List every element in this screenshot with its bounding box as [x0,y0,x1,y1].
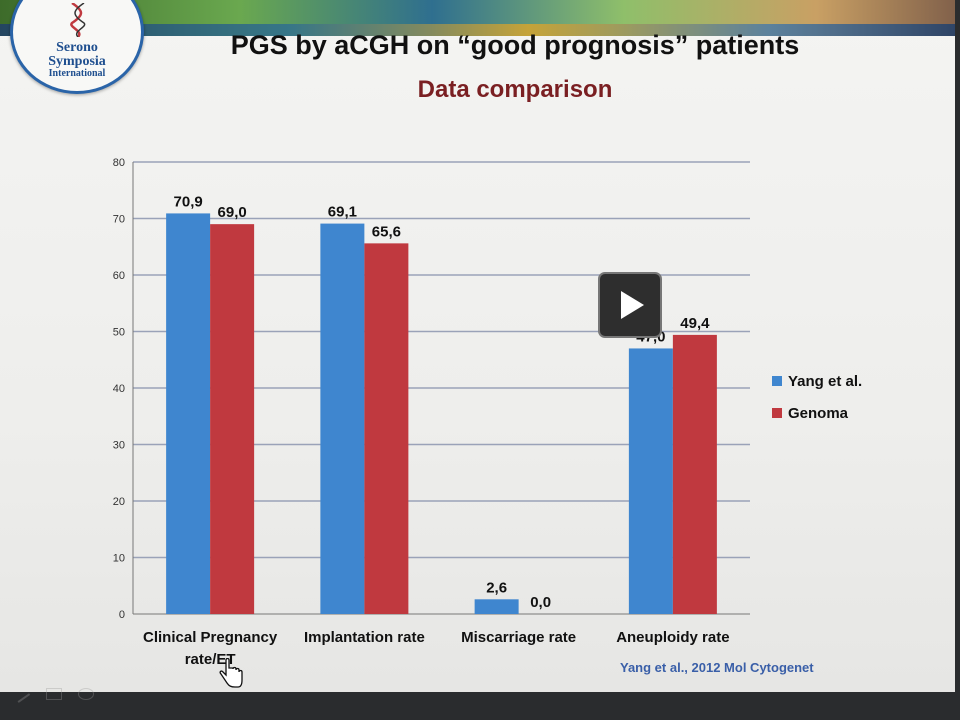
y-tick-label: 0 [119,609,125,621]
x-tick-label: Clinical Pregnancy [143,629,278,646]
y-tick-label: 40 [113,383,125,395]
x-tick-label: Implantation rate [304,629,425,646]
logo-text-line1: Serono [56,40,98,55]
legend-label: Genoma [788,405,849,422]
bar-series2 [210,224,255,614]
header-color-band [0,24,955,36]
bar-series1 [166,213,211,615]
logo-text-line3: International [48,68,106,79]
data-label: 2,6 [486,579,507,596]
play-icon [621,291,644,319]
y-tick-label: 80 [113,157,125,169]
slide-title: PGS by aCGH on “good prognosis” patients [230,30,800,60]
data-label: 65,6 [372,223,401,240]
data-label: 49,4 [680,315,710,332]
dna-helix-icon [70,3,86,37]
presentation-bottom-bar [0,692,960,720]
data-label: 69,0 [218,204,247,221]
bar-series2 [672,334,717,614]
slide: Serono Symposia International PGS by aCG… [0,0,955,692]
x-tick-label: rate/ET [185,651,236,668]
y-tick-label: 50 [113,327,125,339]
y-tick-label: 70 [113,214,125,226]
serono-symposia-logo: Serono Symposia International [10,0,144,94]
x-tick-label: Miscarriage rate [461,629,576,646]
data-label: 70,9 [174,193,203,210]
legend-label: Yang et al. [788,373,862,390]
legend-swatch [772,408,782,418]
y-tick-label: 10 [113,553,125,565]
data-label: 69,1 [328,204,357,221]
y-tick-label: 20 [113,496,125,508]
y-tick-label: 30 [113,440,125,452]
logo-text-line2: Symposia [48,54,106,69]
video-play-button[interactable] [598,272,662,338]
bar-series1 [320,223,365,614]
legend-swatch [772,376,782,386]
data-label: 0,0 [530,594,551,611]
bar-chart: 0 10 20 30 40 50 60 70 80 70,9 69,0 Clinical Pregna… [113,157,863,668]
bar-series1 [628,348,673,614]
slides-tool-icon[interactable] [46,688,62,700]
x-tick-label: Aneuploidy rate [616,629,729,646]
hand-pointer-icon [219,658,243,688]
y-tick-label: 60 [113,270,125,282]
bar-series1 [474,599,519,614]
bar-series2 [364,243,409,615]
slide-subtitle: Data comparison [417,76,613,103]
options-tool-icon[interactable] [78,688,94,700]
citation: Yang et al., 2012 Mol Cytogenet [620,660,814,675]
